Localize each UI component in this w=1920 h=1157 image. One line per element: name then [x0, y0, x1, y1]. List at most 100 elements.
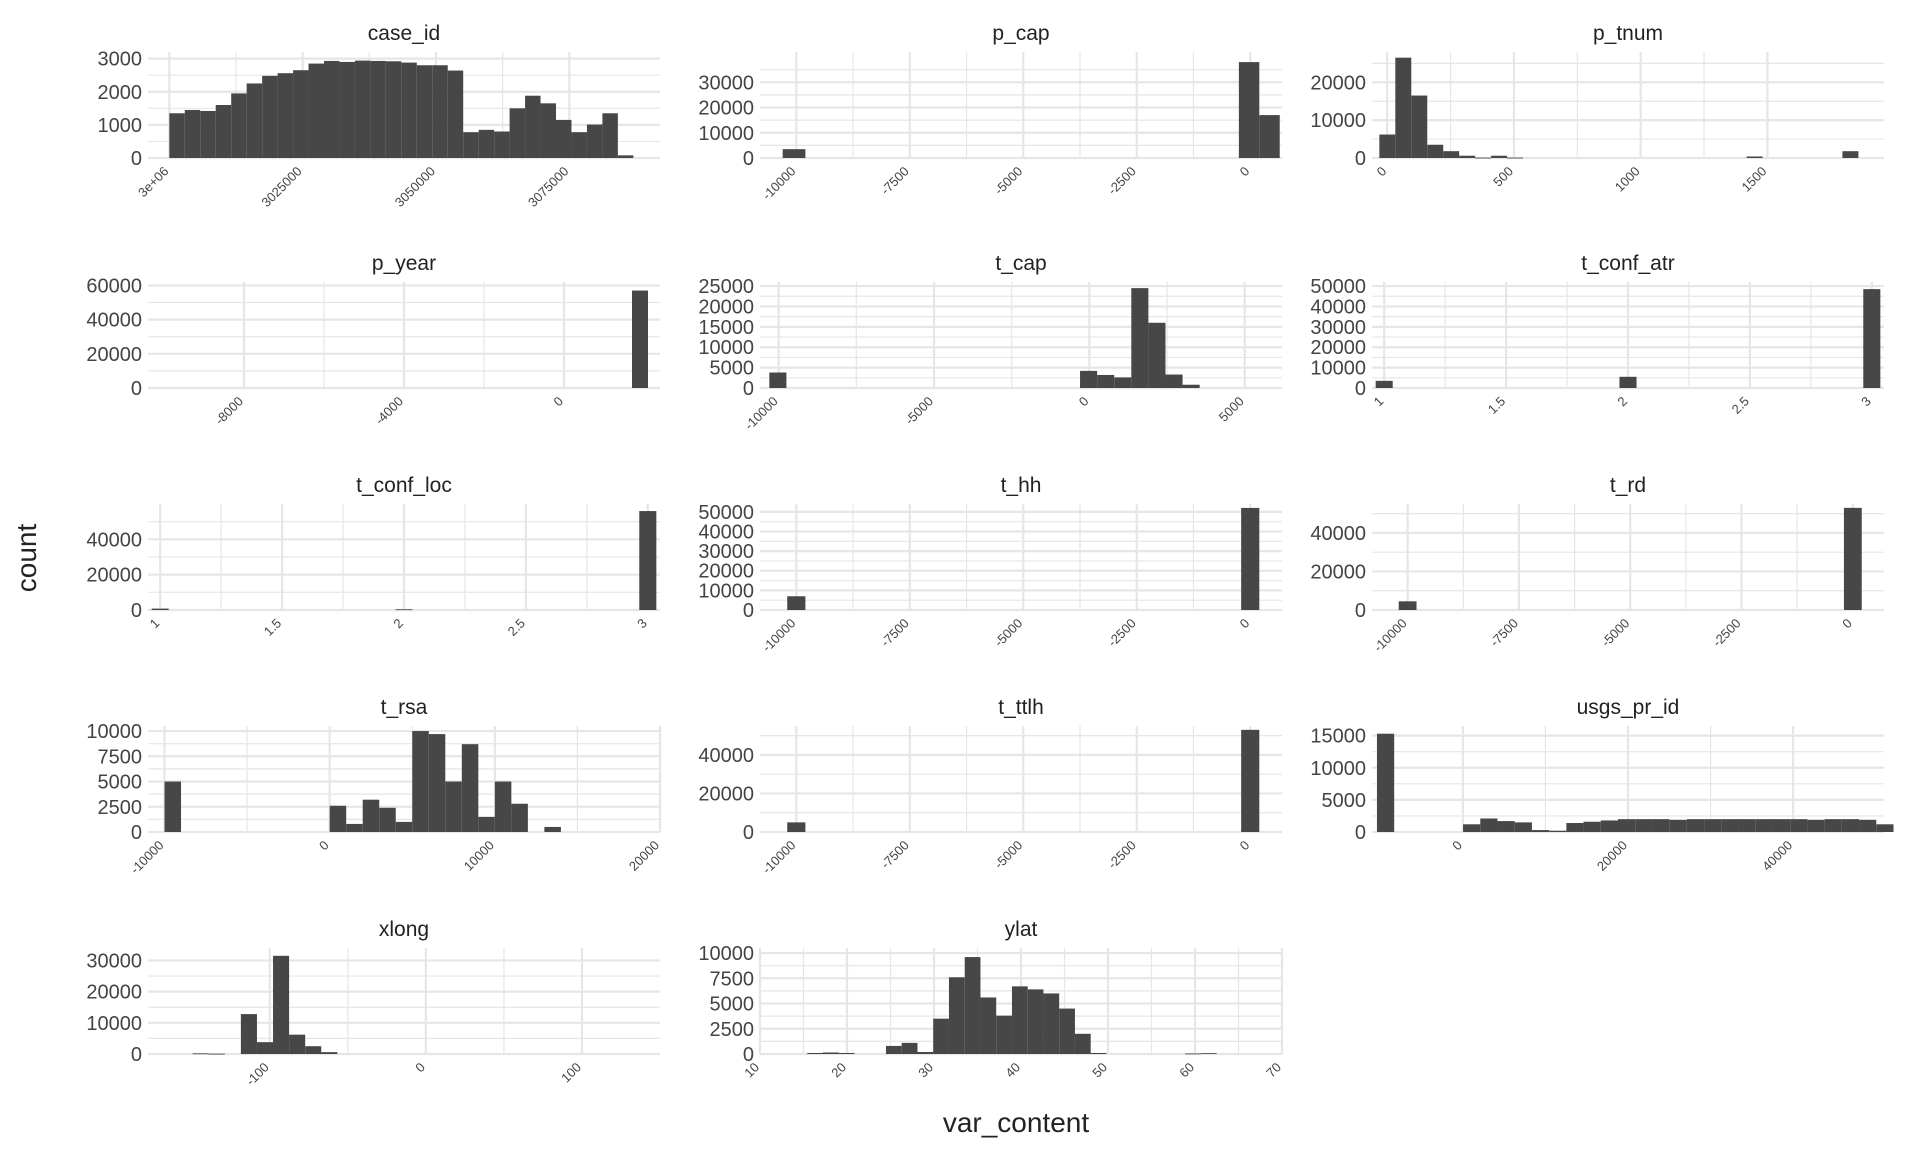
- histogram-bar: [385, 61, 402, 158]
- y-tick-label: 40000: [698, 521, 754, 543]
- x-tick-label: 70: [1263, 1060, 1284, 1081]
- histogram-bar: [1876, 824, 1894, 832]
- x-axis-title: var_content: [943, 1107, 1090, 1138]
- histogram-bar: [1863, 289, 1881, 388]
- y-tick-label: 0: [1355, 378, 1366, 400]
- histogram-bar: [240, 1014, 257, 1054]
- y-tick-label: 30000: [1310, 317, 1366, 339]
- x-tick-label: 2.5: [505, 616, 528, 639]
- histogram-bar: [428, 734, 446, 832]
- histogram-bar: [1807, 819, 1825, 832]
- x-tick-label: 0: [1237, 164, 1253, 180]
- y-tick-label: 10000: [698, 337, 754, 359]
- panel-title: ylat: [1005, 918, 1038, 941]
- y-tick-label: 2000: [98, 82, 143, 104]
- histogram-bar: [339, 61, 355, 158]
- y-tick-label: 20000: [698, 561, 754, 583]
- y-tick-label: 1000: [98, 115, 143, 137]
- histogram-bar: [231, 93, 247, 158]
- x-tick-label: -2500: [1105, 616, 1139, 650]
- x-tick-label: 0: [412, 1060, 428, 1076]
- histogram-bar: [525, 95, 541, 158]
- histogram-bar: [463, 132, 479, 158]
- histogram-bar: [1704, 819, 1722, 832]
- y-tick-label: 10000: [1310, 758, 1366, 780]
- x-tick-label: -5000: [991, 164, 1025, 198]
- histogram-bar: [395, 821, 413, 832]
- histogram-bar: [1043, 993, 1060, 1054]
- histogram-bar: [1480, 818, 1498, 832]
- histogram-bar: [370, 60, 386, 158]
- x-tick-label: -7500: [878, 164, 912, 198]
- x-tick-label: 60: [1176, 1060, 1197, 1081]
- histogram-bar: [412, 731, 429, 832]
- x-tick-label: 20000: [626, 838, 662, 874]
- panel-p_cap: p_cap 0 10000 20000 30000 -10000 -7500 -5000 -25…: [698, 22, 1282, 203]
- x-tick-label: -10000: [1371, 616, 1410, 655]
- histogram-bar: [822, 1052, 839, 1054]
- histogram-bar: [1669, 819, 1687, 832]
- x-tick-label: -7500: [878, 838, 912, 872]
- histogram-bar: [401, 62, 417, 158]
- x-tick-label: -5000: [1598, 616, 1632, 650]
- panel-title: t_hh: [1001, 474, 1042, 497]
- x-tick-label: 3075000: [525, 164, 571, 210]
- y-tick-label: 10000: [1310, 110, 1366, 132]
- histogram-bar: [169, 113, 185, 158]
- y-tick-label: 20000: [1310, 561, 1366, 583]
- panel-title: usgs_pr_id: [1577, 696, 1680, 719]
- y-tick-label: 0: [1355, 822, 1366, 844]
- y-tick-label: 50000: [1310, 276, 1366, 298]
- histogram-bar: [1772, 819, 1791, 832]
- histogram-bar: [289, 1034, 306, 1054]
- histogram-bar: [1148, 322, 1166, 388]
- histogram-bar: [996, 1015, 1012, 1054]
- histogram-bar: [184, 109, 201, 158]
- histogram-bar: [277, 73, 294, 158]
- panel-title: p_tnum: [1593, 22, 1663, 45]
- x-tick-label: -7500: [1487, 616, 1521, 650]
- histogram-bar: [1395, 57, 1412, 158]
- y-tick-label: 0: [1355, 600, 1366, 622]
- histogram-bar: [1566, 823, 1584, 832]
- x-tick-label: 3: [1858, 394, 1874, 410]
- x-tick-label: 1500: [1738, 164, 1769, 195]
- x-tick-label: -2500: [1105, 838, 1139, 872]
- histogram-bar: [1165, 374, 1183, 388]
- y-tick-label: 40000: [86, 529, 142, 551]
- histogram-bar: [1721, 819, 1739, 832]
- y-tick-label: 0: [131, 378, 142, 400]
- x-tick-label: 100: [558, 1060, 584, 1086]
- histogram-bar: [1618, 819, 1636, 832]
- histogram-bar: [416, 65, 433, 158]
- histogram-bar: [544, 826, 561, 832]
- x-tick-label: -7500: [878, 616, 912, 650]
- histogram-bar: [246, 83, 263, 158]
- y-tick-label: 10000: [1310, 358, 1366, 380]
- histogram-bar: [1238, 62, 1260, 158]
- y-tick-label: 60000: [86, 275, 142, 297]
- x-tick-label: 40: [1002, 1060, 1023, 1081]
- y-tick-label: 20000: [698, 98, 754, 120]
- histogram-bar: [1443, 151, 1460, 158]
- histogram-bar: [1619, 376, 1637, 388]
- histogram-bar: [447, 70, 464, 158]
- histogram-bar: [807, 1052, 823, 1054]
- x-tick-label: 0: [1374, 164, 1390, 180]
- panel-t_rd: t_rd 0 20000 40000 -10000 -7500 -5000 -2500 0: [1310, 474, 1884, 655]
- x-tick-label: 2: [390, 616, 406, 632]
- y-tick-label: 20000: [86, 344, 142, 366]
- histogram-bar: [933, 1018, 949, 1054]
- histogram-bar: [1259, 115, 1280, 158]
- histogram-bar: [901, 1042, 918, 1054]
- histogram-bar: [1507, 157, 1524, 159]
- histogram-bar: [1080, 370, 1098, 388]
- y-tick-label: 0: [743, 1044, 754, 1066]
- histogram-bar: [1011, 986, 1028, 1054]
- y-axis-title: count: [11, 524, 42, 593]
- panel-title: t_conf_atr: [1581, 252, 1674, 275]
- histogram-bar: [1090, 1052, 1107, 1054]
- histogram-bar: [980, 997, 997, 1054]
